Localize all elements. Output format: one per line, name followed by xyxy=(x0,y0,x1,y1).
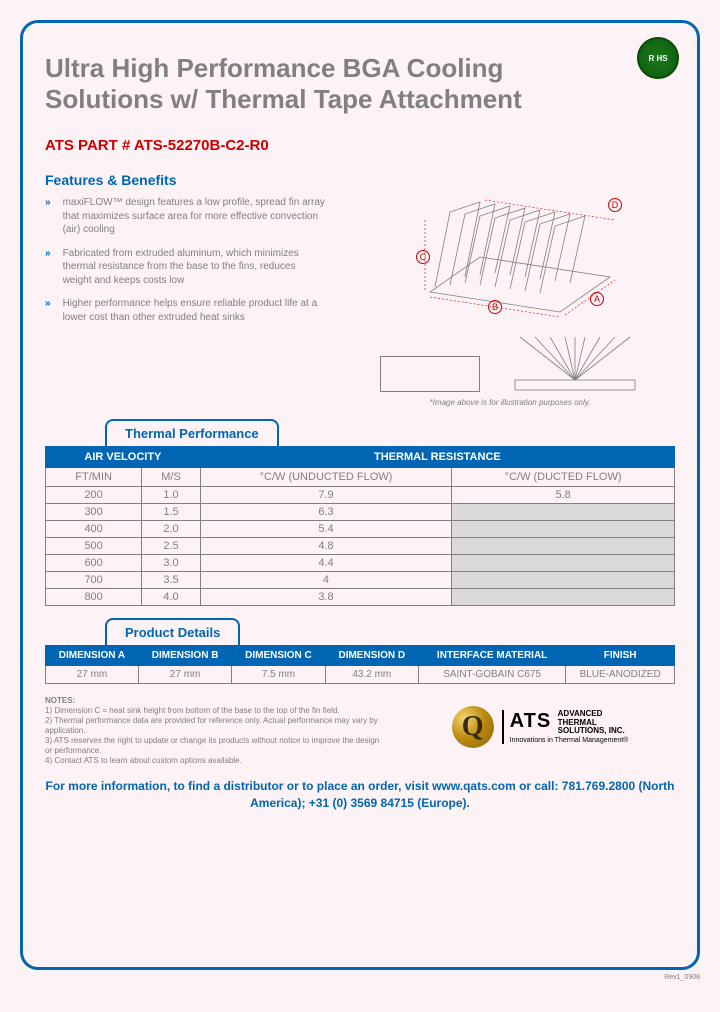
table-cell: 600 xyxy=(46,555,142,572)
table-cell: 3.8 xyxy=(200,589,451,606)
notes-heading: NOTES: xyxy=(45,696,385,706)
details-table: DIMENSION ADIMENSION BDIMENSION CDIMENSI… xyxy=(45,645,675,684)
details-header: DIMENSION B xyxy=(138,646,231,666)
contact-info: For more information, to find a distribu… xyxy=(45,778,675,810)
table-cell: 3.0 xyxy=(142,555,201,572)
note-item: 3) ATS reserves the right to update or c… xyxy=(45,736,385,756)
table-cell: 4.0 xyxy=(142,589,201,606)
image-note: *Image above is for illustration purpose… xyxy=(430,398,591,407)
logo-q-icon: Q xyxy=(452,706,494,748)
table-cell: 5.8 xyxy=(452,487,675,504)
table-cell: 700 xyxy=(46,572,142,589)
table-cell xyxy=(452,572,675,589)
features-heading: Features & Benefits xyxy=(45,172,325,188)
page-frame: R HS Ultra High Performance BGA Cooling … xyxy=(20,20,700,970)
table-cell: 4.8 xyxy=(200,538,451,555)
feature-item: » maxiFLOW™ design features a low profile… xyxy=(45,196,325,237)
table-row: 8004.03.8 xyxy=(46,589,675,606)
feature-text: Fabricated from extruded aluminum, which… xyxy=(63,247,325,288)
table-cell: 800 xyxy=(46,589,142,606)
table-row: 5002.54.8 xyxy=(46,538,675,555)
table-cell: 6.3 xyxy=(200,504,451,521)
table-row: 4002.05.4 xyxy=(46,521,675,538)
table-cell: 7.9 xyxy=(200,487,451,504)
bullet-icon: » xyxy=(45,196,51,237)
thermal-table: AIR VELOCITYTHERMAL RESISTANCE FT/MIN M/… xyxy=(45,446,675,606)
details-tab: Product Details xyxy=(105,618,240,647)
logo-sub: ADVANCEDTHERMALSOLUTIONS, INC. xyxy=(558,710,625,735)
page-title: Ultra High Performance BGA Cooling Solut… xyxy=(45,53,605,115)
note-item: 4) Contact ATS to learn about custom opt… xyxy=(45,756,385,766)
note-item: 1) Dimension C = heat sink height from b… xyxy=(45,706,385,716)
table-row: 6003.04.4 xyxy=(46,555,675,572)
table-cell: 200 xyxy=(46,487,142,504)
details-header: INTERFACE MATERIAL xyxy=(418,646,565,666)
details-cell: 27 mm xyxy=(46,666,139,684)
table-cell xyxy=(452,521,675,538)
table-row: 2001.07.95.8 xyxy=(46,487,675,504)
rohs-badge: R HS xyxy=(637,37,679,79)
table-cell: 500 xyxy=(46,538,142,555)
feature-text: Higher performance helps ensure reliable… xyxy=(63,297,325,324)
details-header: DIMENSION D xyxy=(325,646,418,666)
ft-min-header: FT/MIN xyxy=(46,468,142,487)
company-logo: Q ATS ADVANCEDTHERMALSOLUTIONS, INC. Inn… xyxy=(405,688,675,766)
fan-view-icon xyxy=(510,332,640,392)
table-cell: 300 xyxy=(46,504,142,521)
table-cell: 2.0 xyxy=(142,521,201,538)
table-cell: 3.5 xyxy=(142,572,201,589)
table-cell: 4.4 xyxy=(200,555,451,572)
feature-item: » Higher performance helps ensure reliabl… xyxy=(45,297,325,324)
table-cell xyxy=(452,504,675,521)
details-header: DIMENSION A xyxy=(46,646,139,666)
feature-text: maxiFLOW™ design features a low profile,… xyxy=(63,196,325,237)
details-cell: 7.5 mm xyxy=(232,666,325,684)
table-cell: 400 xyxy=(46,521,142,538)
table-cell xyxy=(452,555,675,572)
ducted-header: °C/W (DUCTED FLOW) xyxy=(452,468,675,487)
bullet-icon: » xyxy=(45,247,51,288)
notes-block: NOTES: 1) Dimension C = heat sink height… xyxy=(45,696,385,766)
table-row: 3001.56.3 xyxy=(46,504,675,521)
logo-ats-text: ATS xyxy=(510,710,552,733)
diagram-area: C B A D *Image above i xyxy=(345,172,675,407)
details-cell: BLUE-ANODIZED xyxy=(566,666,675,684)
details-header: DIMENSION C xyxy=(232,646,325,666)
unducted-header: °C/W (UNDUCTED FLOW) xyxy=(200,468,451,487)
table-cell xyxy=(452,538,675,555)
features-block: Features & Benefits » maxiFLOW™ design fe… xyxy=(45,172,675,407)
thermal-tab: Thermal Performance xyxy=(105,419,279,448)
bullet-icon: » xyxy=(45,297,51,324)
table-cell: 2.5 xyxy=(142,538,201,555)
table-cell: 5.4 xyxy=(200,521,451,538)
side-view-icon xyxy=(380,356,480,392)
part-number: ATS PART # ATS-52270B-C2-R0 xyxy=(45,137,675,154)
ms-header: M/S xyxy=(142,468,201,487)
table-cell: 1.0 xyxy=(142,487,201,504)
features-list: Features & Benefits » maxiFLOW™ design fe… xyxy=(45,172,325,407)
revision-label: Rev1_0908 xyxy=(20,974,700,981)
air-velocity-header: AIR VELOCITY xyxy=(46,447,201,468)
details-cell: 27 mm xyxy=(138,666,231,684)
note-item: 2) Thermal performance data are provided… xyxy=(45,716,385,736)
table-cell: 4 xyxy=(200,572,451,589)
table-cell: 1.5 xyxy=(142,504,201,521)
details-cell: SAINT-GOBAIN C675 xyxy=(418,666,565,684)
logo-tagline: Innovations in Thermal Management® xyxy=(510,737,629,744)
thermal-resistance-header: THERMAL RESISTANCE xyxy=(200,447,674,468)
feature-item: » Fabricated from extruded aluminum, whic… xyxy=(45,247,325,288)
diagram-sub xyxy=(380,332,640,392)
table-cell xyxy=(452,589,675,606)
details-header: FINISH xyxy=(566,646,675,666)
details-cell: 43.2 mm xyxy=(325,666,418,684)
heatsink-diagram: C B A D xyxy=(380,172,640,322)
table-row: 7003.54 xyxy=(46,572,675,589)
